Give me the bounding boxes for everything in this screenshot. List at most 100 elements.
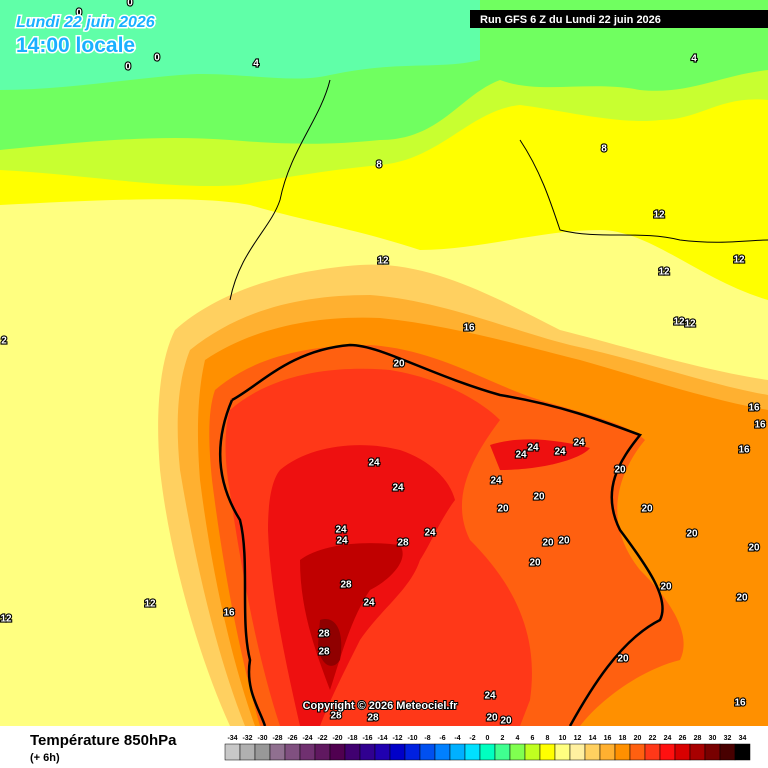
contour-label: 20 (486, 713, 498, 724)
legend-label: 34 (739, 735, 747, 742)
coastline (519, 139, 768, 243)
contour-label: 24 (336, 536, 348, 547)
legend-label: 16 (604, 735, 612, 742)
footer-title: Température 850hPa (30, 732, 177, 749)
legend-swatch (269, 743, 286, 761)
legend-label: -16 (362, 735, 372, 742)
contour-label: 2 (1, 336, 7, 347)
legend-swatch (449, 743, 466, 761)
contour-label: 20 (686, 529, 698, 540)
contour-label: 24 (573, 438, 585, 449)
legend-label: -8 (424, 735, 430, 742)
contour-label: 12 (653, 210, 665, 221)
legend-label: 12 (574, 735, 582, 742)
legend-label: -10 (407, 735, 417, 742)
contour-label: 0 (127, 0, 133, 9)
legend-label: 6 (531, 735, 535, 742)
contour-label: 28 (340, 580, 352, 591)
contour-label: 12 (684, 319, 696, 330)
legend-label: 20 (634, 735, 642, 742)
contour-label: 24 (392, 483, 404, 494)
legend-swatch (329, 743, 346, 761)
contour-label: 0 (154, 53, 160, 64)
band-0 (0, 0, 480, 90)
contour-label: 24 (424, 528, 436, 539)
contour-label: 24 (368, 458, 380, 469)
legend-swatch (689, 743, 706, 761)
contour-label: 12 (673, 317, 685, 328)
legend-swatch (704, 743, 721, 761)
legend-label: 32 (724, 735, 732, 742)
contour-label: 20 (542, 538, 554, 549)
contour-label: 20 (497, 504, 509, 515)
legend-swatch (434, 743, 451, 761)
band-28 (318, 619, 342, 666)
legend-label: -24 (302, 735, 312, 742)
legend-swatch (254, 743, 271, 761)
border-line (218, 399, 267, 727)
contour-label: 20 (500, 716, 512, 727)
legend-label: 0 (486, 735, 490, 742)
contour-label: 20 (748, 543, 760, 554)
legend-swatch (419, 743, 436, 761)
contour-label: 12 (658, 267, 670, 278)
legend-swatch (644, 743, 661, 761)
contour-label: 16 (748, 403, 760, 414)
contour-label: 24 (484, 691, 496, 702)
legend-swatch (224, 743, 241, 761)
footer-lead: (+ 6h) (30, 752, 60, 764)
legend-swatch (554, 743, 571, 761)
contour-label: 0 (76, 8, 82, 19)
contour-label: 16 (734, 698, 746, 709)
legend-label: -28 (272, 735, 282, 742)
contour-label: 4 (691, 54, 697, 65)
legend-swatch (404, 743, 421, 761)
legend-swatch (389, 743, 406, 761)
border-line (231, 343, 664, 727)
contour-labels: 0 0 0 0 4 4 8 8 12 12 12 12 12 12 2 16 1… (0, 0, 767, 728)
contour-label: 16 (223, 608, 235, 619)
contour-label: 24 (335, 525, 347, 536)
legend-swatch (479, 743, 496, 761)
contour-label: 28 (318, 629, 330, 640)
legend-label: 2 (501, 735, 505, 742)
contour-label: 16 (738, 445, 750, 456)
contour-label: 20 (614, 465, 626, 476)
legend-swatch (629, 743, 646, 761)
legend-label: -4 (454, 735, 460, 742)
legend-label: -18 (347, 735, 357, 742)
contour-label: 8 (601, 144, 607, 155)
legend: -34 -32 -30 -28 -26 -24 -22 -20 -18 -16 -14 -12 -10-… (224, 735, 751, 761)
legend-swatch (299, 743, 316, 761)
contour-label: 20 (529, 558, 541, 569)
contour-label: 16 (463, 323, 475, 334)
legend-label: 24 (664, 735, 672, 742)
legend-label: 14 (589, 735, 597, 742)
legend-swatch (374, 743, 391, 761)
legend-label: 8 (546, 735, 550, 742)
legend-label: -12 (392, 735, 402, 742)
contour-label: 12 (0, 614, 12, 625)
contour-label: 8 (376, 160, 382, 171)
legend-swatch (659, 743, 676, 761)
contour-label: 4 (253, 59, 259, 70)
contour-label: 24 (363, 598, 375, 609)
contour-label: 24 (490, 476, 502, 487)
legend-swatch (599, 743, 616, 761)
copyright: Copyright © 2026 Meteociel.fr (303, 700, 459, 712)
contour-label: 12 (377, 256, 389, 267)
legend-label: -14 (377, 735, 387, 742)
legend-label: -2 (469, 735, 475, 742)
legend-label: -20 (332, 735, 342, 742)
legend-label: 30 (709, 735, 717, 742)
contour-label: 20 (736, 593, 748, 604)
legend-label: -26 (287, 735, 297, 742)
legend-swatch (584, 743, 601, 761)
contour-label: 28 (397, 538, 409, 549)
legend-swatch (464, 743, 481, 761)
contour-label: 20 (617, 654, 629, 665)
contour-label: 20 (660, 582, 672, 593)
contour-label: 0 (125, 62, 131, 73)
contour-label: 24 (515, 450, 527, 461)
